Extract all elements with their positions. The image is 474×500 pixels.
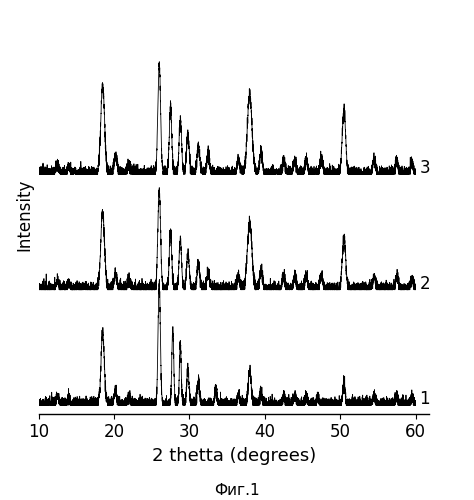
Text: 1: 1: [419, 390, 430, 408]
Y-axis label: Intensity: Intensity: [15, 178, 33, 250]
Text: 2: 2: [419, 274, 430, 292]
X-axis label: 2 thetta (degrees): 2 thetta (degrees): [152, 447, 316, 465]
Text: 3: 3: [419, 159, 430, 177]
Text: Фиг.1: Фиг.1: [214, 483, 260, 498]
